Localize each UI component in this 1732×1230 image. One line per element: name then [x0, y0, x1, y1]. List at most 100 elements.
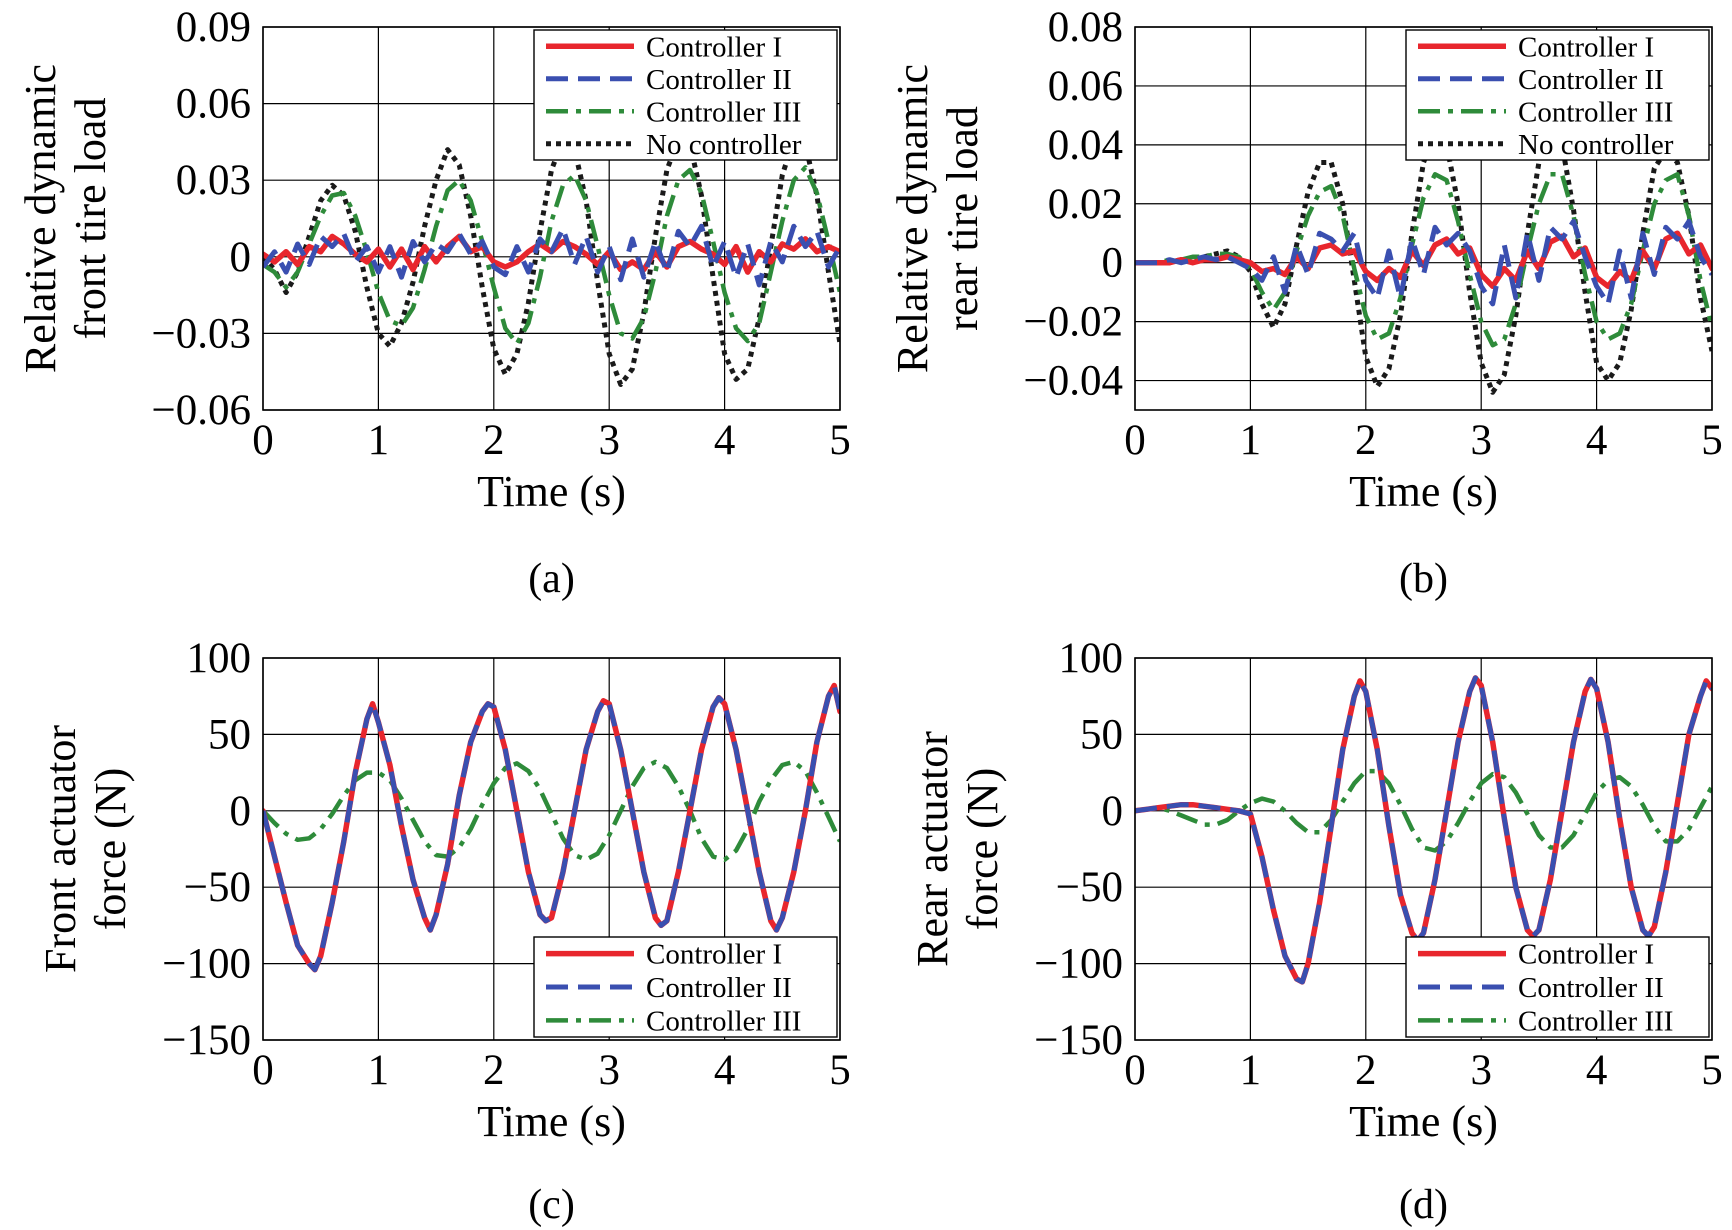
x-tick-label: 4 [1586, 1047, 1608, 1094]
axes-frame [262, 657, 841, 1041]
x-tick-label: 2 [1355, 417, 1377, 464]
x-tick-label: 4 [714, 417, 736, 464]
series-group [1135, 130, 1712, 395]
y-tick-label: −0.02 [1023, 299, 1123, 346]
x-tick-label: 3 [598, 417, 620, 464]
chart-panel-c: 0 1 2 3 4 5 −150 −100 −50 0 50 100 Time (s) Front act… [36, 635, 851, 1228]
legend-label: Controller III [1518, 1005, 1673, 1037]
y-tick-label: 0.08 [1048, 4, 1123, 51]
x-tick-label: 5 [829, 417, 851, 464]
x-tick-label: 0 [1124, 417, 1146, 464]
y-tick-label: −150 [162, 1017, 251, 1064]
y-axis-label-line: Relative dynamic [16, 64, 65, 373]
x-axis-label: Time (s) [1349, 1097, 1498, 1146]
y-axis-label-line: rear tire load [938, 106, 987, 331]
legend-label: Controller I [646, 939, 782, 971]
y-tick-label: 0.06 [1048, 63, 1123, 110]
x-tick-label: 2 [483, 417, 505, 464]
x-tick-label: 3 [598, 1047, 620, 1094]
x-tick-label: 3 [1470, 1047, 1492, 1094]
x-tick-label: 5 [1701, 417, 1723, 464]
x-tick-label: 5 [1701, 1047, 1723, 1094]
chart-panel-d: 0 1 2 3 4 5 −150 −100 −50 0 50 100 Time (s) Rear actu… [908, 635, 1723, 1228]
series-line-no-controller [1135, 130, 1712, 395]
legend-label: No controller [1518, 129, 1674, 161]
panel-caption: (b) [1399, 556, 1448, 602]
x-tick-label: 4 [714, 1047, 736, 1094]
legend-label: Controller III [646, 1005, 801, 1037]
y-tick-label: −0.04 [1023, 358, 1123, 405]
panel-caption: (a) [528, 556, 575, 602]
y-tick-label: 0.03 [176, 157, 251, 204]
legend-box [1405, 29, 1710, 161]
y-tick-label: 0.04 [1048, 122, 1123, 169]
legend-label: Controller II [646, 64, 792, 96]
series-group [263, 682, 840, 973]
x-tick-label: 2 [1355, 1047, 1377, 1094]
x-tick-label: 1 [368, 1047, 390, 1094]
legend-box [533, 29, 838, 161]
series-line-controller-ii [263, 223, 840, 288]
y-axis-label: Rear actuator force (N) [908, 731, 1007, 967]
series-line-controller-ii [263, 683, 840, 973]
y-tick-label: −50 [1056, 864, 1123, 911]
y-tick-label: 0.06 [176, 81, 251, 128]
x-tick-label: 2 [483, 1047, 505, 1094]
axes-frame [1134, 26, 1713, 411]
x-tick-label: 1 [368, 417, 390, 464]
y-tick-label: 0 [1102, 240, 1124, 287]
series-line-controller-iii [1135, 172, 1712, 348]
series-group [1135, 675, 1712, 985]
series-line-no-controller [263, 136, 840, 387]
axes-frame [1134, 657, 1713, 1041]
y-tick-label: 50 [208, 711, 251, 758]
legend-label: Controller I [1518, 939, 1654, 971]
panel-caption: (d) [1399, 1182, 1448, 1228]
y-axis-label: Front actuator force (N) [36, 725, 135, 973]
y-tick-label: −150 [1034, 1017, 1123, 1064]
x-tick-label: 1 [1240, 1047, 1262, 1094]
series-group [263, 136, 840, 387]
x-tick-label: 0 [252, 1047, 274, 1094]
legend-label: Controller II [1518, 972, 1664, 1004]
series-line-controller-iii [263, 759, 840, 862]
y-tick-label: 0 [230, 788, 252, 835]
panel-caption: (c) [528, 1182, 575, 1228]
x-tick-label: 5 [829, 1047, 851, 1094]
x-axis-label: Time (s) [477, 1097, 626, 1146]
y-axis-label-line: Relative dynamic [888, 64, 937, 373]
y-axis-label-line: force (N) [958, 768, 1007, 930]
y-tick-label: 100 [187, 635, 252, 682]
legend-label: No controller [646, 129, 802, 161]
y-tick-label: −0.06 [151, 387, 251, 434]
y-axis-label-line: force (N) [86, 768, 135, 930]
y-axis-label: Relative dynamic front tire load [16, 64, 115, 373]
x-axis-label: Time (s) [477, 467, 626, 516]
y-axis-label-line: front tire load [66, 98, 115, 340]
y-axis-label: Relative dynamic rear tire load [888, 64, 987, 373]
y-tick-label: −100 [1034, 941, 1123, 988]
y-tick-label: 0.09 [176, 4, 251, 51]
x-tick-label: 1 [1240, 417, 1262, 464]
chart-panel-b: 0 1 2 3 4 5 −0.04 −0.02 0 0.02 0.04 0.06 0.08 Time (s… [888, 4, 1723, 602]
legend-label: Controller I [1518, 31, 1654, 63]
x-axis-label: Time (s) [1349, 467, 1498, 516]
y-tick-label: 0 [230, 234, 252, 281]
x-tick-label: 0 [252, 417, 274, 464]
y-tick-label: 0 [1102, 788, 1124, 835]
x-tick-label: 3 [1470, 417, 1492, 464]
series-line-controller-ii [1135, 218, 1712, 307]
x-tick-label: 4 [1586, 417, 1608, 464]
y-tick-label: −0.03 [151, 310, 251, 357]
y-tick-label: 100 [1059, 635, 1124, 682]
y-tick-label: −50 [184, 864, 251, 911]
legend-label: Controller II [1518, 64, 1664, 96]
legend-label: Controller I [646, 31, 782, 63]
y-tick-label: −100 [162, 941, 251, 988]
axes-frame [262, 26, 841, 411]
